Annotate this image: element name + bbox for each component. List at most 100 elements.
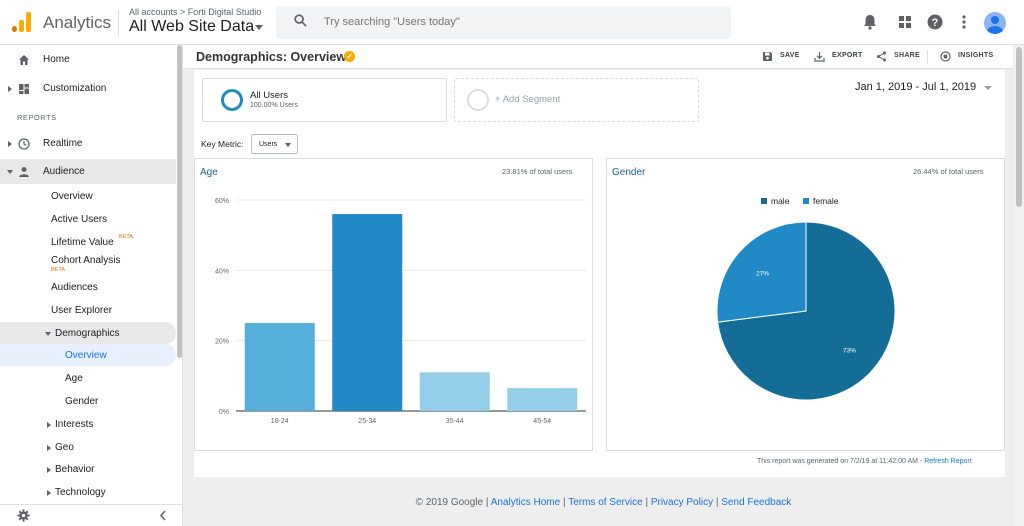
pie-label-female: 27%	[756, 271, 769, 278]
analytics-home-link[interactable]: Analytics Home	[490, 497, 561, 508]
sidebar-item-customization[interactable]: Customization	[0, 81, 176, 97]
verified-check-icon: ✓	[344, 51, 355, 62]
segment-circle-icon	[467, 89, 489, 111]
person-icon	[19, 167, 29, 177]
chevron-down-icon	[7, 170, 13, 174]
sidebar-item-lifetime-value[interactable]: Lifetime Value BETA	[0, 234, 176, 250]
sidebar-scrollbar[interactable]	[177, 45, 182, 358]
beta-badge: BETA	[51, 267, 65, 273]
bar-18-24[interactable]	[244, 323, 315, 411]
export-button[interactable]: EXPORT	[832, 52, 863, 59]
property-selector[interactable]: All Web Site Data	[129, 18, 255, 35]
sidebar-item-home[interactable]: Home	[0, 52, 176, 68]
bar-35-44[interactable]	[419, 372, 490, 411]
sidebar-item-label: Demographics	[55, 328, 120, 339]
sidebar-item-technology[interactable]: Technology	[0, 486, 176, 500]
age-panel-title: Age	[200, 167, 218, 178]
chevron-down-icon[interactable]	[984, 86, 992, 90]
main-scrollbar[interactable]	[1014, 45, 1024, 526]
chevron-down-icon[interactable]	[285, 143, 291, 147]
bar-45-54[interactable]	[507, 388, 578, 411]
sidebar-item-label: Overview	[51, 191, 93, 202]
send-feedback-link[interactable]: Send Feedback	[721, 497, 792, 508]
segment-circle-icon	[221, 89, 243, 111]
refresh-report-link[interactable]: Refresh Report	[924, 458, 972, 465]
search-icon[interactable]	[294, 14, 307, 27]
gender-share-of-users: 26.44% of total users	[913, 167, 984, 176]
y-tick-label: 20%	[215, 339, 229, 346]
bar-25-34[interactable]	[332, 214, 403, 411]
sidebar-item-cohort-analysis[interactable]: Cohort Analysis BETA	[0, 255, 176, 279]
y-tick-label: 0%	[219, 409, 229, 416]
sidebar-item-geo[interactable]: Geo	[0, 441, 176, 455]
pie-slice-female[interactable]	[716, 221, 807, 323]
beta-badge: BETA	[119, 234, 133, 240]
save-button[interactable]: SAVE	[780, 52, 800, 59]
sidebar-item-label: Lifetime Value	[51, 237, 114, 248]
privacy-policy-link[interactable]: Privacy Policy	[650, 497, 714, 508]
sidebar-item-demographics-overview[interactable]: Overview	[0, 349, 176, 363]
sidebar-item-user-explorer[interactable]: User Explorer	[0, 304, 176, 318]
bell-icon[interactable]	[861, 13, 879, 31]
analytics-logo-icon[interactable]	[12, 12, 32, 32]
chevron-down-icon[interactable]	[255, 25, 263, 30]
segment-name: All Users	[250, 90, 289, 101]
chevron-right-icon	[47, 422, 51, 428]
sidebar-item-active-users[interactable]: Active Users	[0, 213, 176, 227]
sidebar-item-interests[interactable]: Interests	[0, 418, 176, 432]
add-segment-button[interactable]: + Add Segment	[454, 78, 699, 122]
sidebar-item-overview[interactable]: Overview	[0, 190, 176, 204]
overview-highlight	[0, 344, 176, 366]
date-range-picker[interactable]: Jan 1, 2019 - Jul 1, 2019	[855, 81, 977, 93]
legend-label-female: female	[813, 196, 839, 206]
sidebar-item-age[interactable]: Age	[0, 372, 176, 386]
apps-grid-icon[interactable]	[896, 13, 914, 31]
sidebar-item-demographics[interactable]: Demographics	[0, 327, 176, 341]
footer-separator: |	[715, 497, 719, 508]
insights-icon[interactable]	[940, 51, 951, 62]
x-tick-label: 25-34	[358, 418, 376, 425]
collapse-sidebar-icon[interactable]	[158, 510, 168, 521]
footer-separator: |	[485, 497, 489, 508]
insights-button[interactable]: INSIGHTS	[958, 52, 994, 59]
sidebar-item-audiences[interactable]: Audiences	[0, 281, 176, 295]
divider	[927, 50, 928, 64]
search-input[interactable]	[324, 10, 704, 34]
share-icon[interactable]	[876, 51, 887, 62]
segment-percent: 100.00% Users	[250, 102, 298, 109]
help-icon[interactable]: ?	[926, 13, 944, 31]
export-icon[interactable]	[814, 51, 825, 62]
chevron-right-icon	[47, 445, 51, 451]
chevron-right-icon	[8, 141, 12, 147]
sidebar: Home Customization REPORTS Realtime Audi…	[0, 45, 183, 526]
save-icon[interactable]	[762, 51, 773, 62]
avatar[interactable]	[984, 12, 1006, 34]
more-vert-icon[interactable]	[955, 13, 973, 31]
home-icon	[19, 55, 29, 65]
audience-highlight	[0, 159, 176, 184]
sidebar-item-realtime[interactable]: Realtime	[0, 136, 176, 152]
report-generated-note: This report was generated on 7/2/19 at 1…	[757, 458, 972, 465]
x-tick-label: 18-24	[271, 418, 289, 425]
gear-icon[interactable]	[17, 509, 30, 522]
reports-heading: REPORTS	[17, 113, 57, 122]
account-breadcrumb[interactable]: All accounts > Forti Digital Studio	[129, 7, 262, 17]
report-generated-text: This report was generated on 7/2/19 at 1…	[757, 458, 925, 465]
demographics-highlight	[0, 322, 176, 344]
sidebar-item-gender[interactable]: Gender	[0, 395, 176, 409]
chevron-down-icon	[45, 332, 51, 336]
copyright: © 2019 Google	[415, 497, 484, 508]
share-button[interactable]: SHARE	[894, 52, 921, 59]
terms-of-service-link[interactable]: Terms of Service	[568, 497, 643, 508]
pie-label-male: 73%	[843, 347, 856, 354]
main-content: Demographics: Overview ✓ SAVE EXPORT SHA…	[183, 45, 1024, 526]
footer-separator: |	[645, 497, 649, 508]
sidebar-item-behavior[interactable]: Behavior	[0, 463, 176, 477]
y-tick-label: 40%	[215, 268, 229, 275]
key-metric-select[interactable]: Users	[251, 134, 298, 154]
age-share-of-users: 23.81% of total users	[502, 167, 573, 176]
segment-all-users[interactable]: All Users 100.00% Users	[202, 78, 447, 122]
clock-icon	[18, 138, 30, 150]
gender-panel: Gender 26.44% of total users male female 7…	[606, 158, 1005, 451]
sidebar-item-audience[interactable]: Audience	[0, 164, 176, 180]
